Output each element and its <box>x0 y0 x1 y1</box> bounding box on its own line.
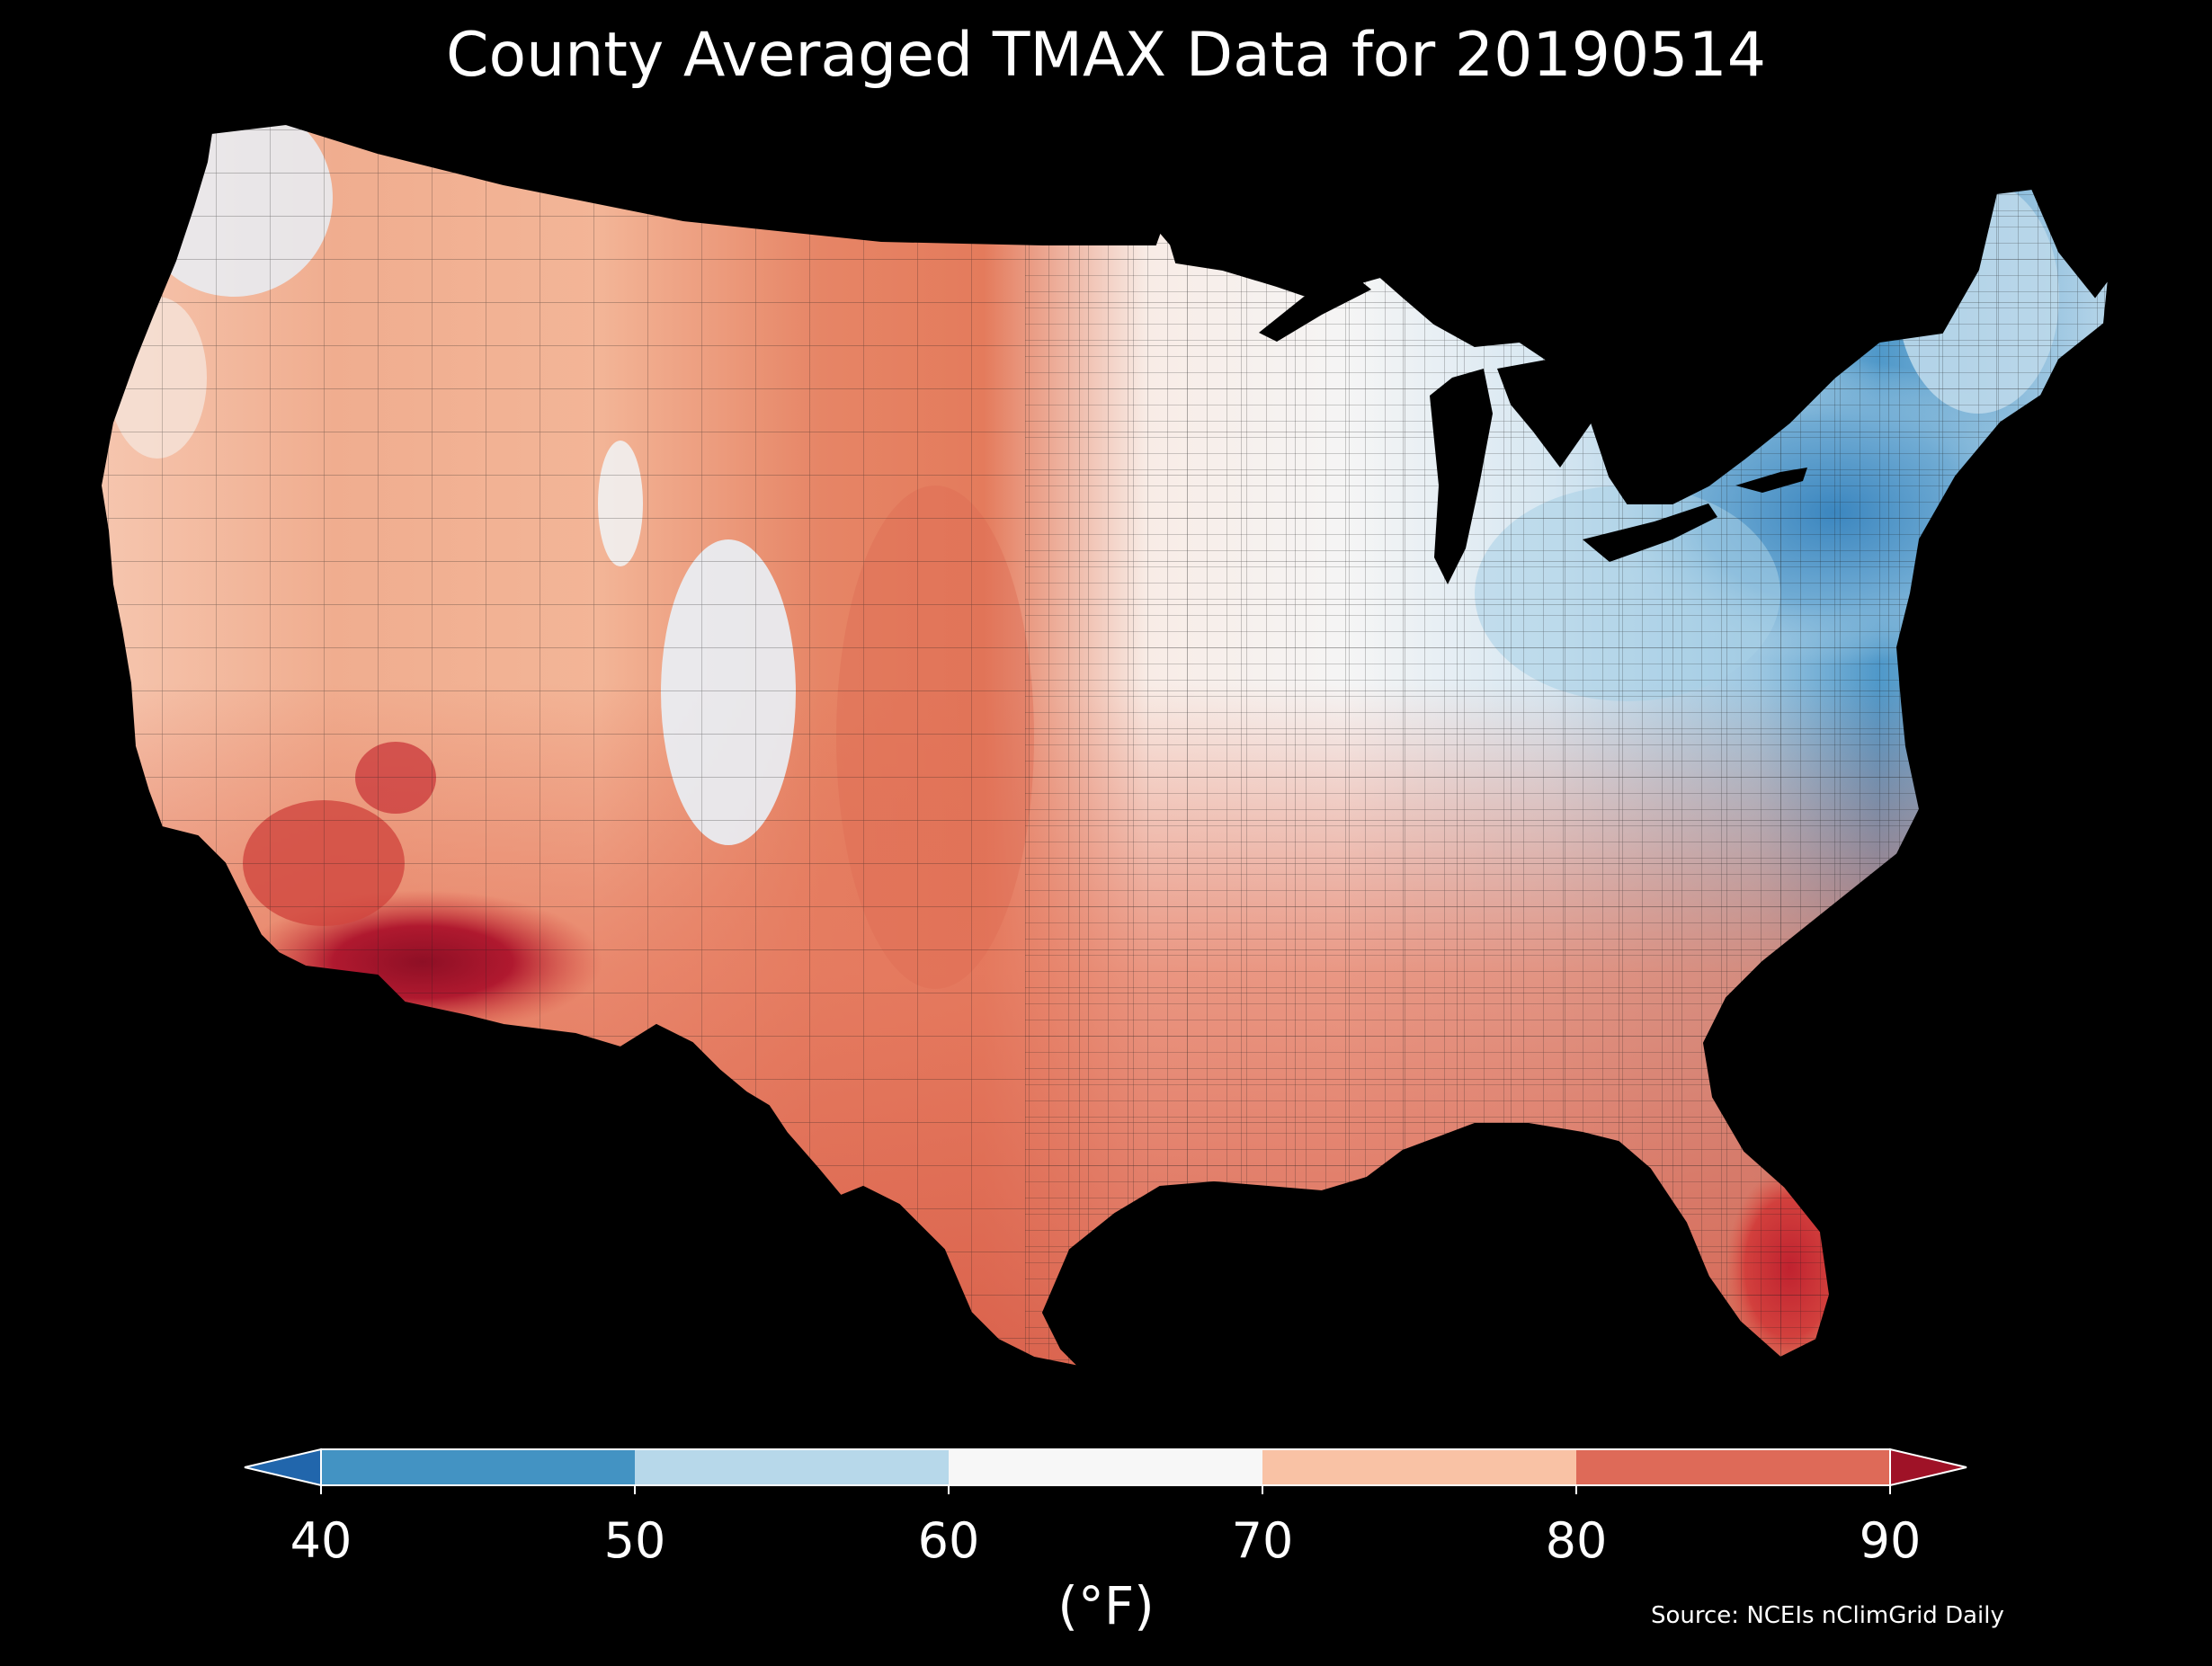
colorbar-bin-50-60 <box>635 1449 949 1485</box>
colorbar-bin-70-80 <box>1262 1449 1576 1485</box>
colorbar-extend-low <box>244 1448 322 1487</box>
colorbar-tick-label: 80 <box>1546 1512 1608 1569</box>
colorbar-tick-label: 40 <box>290 1512 352 1569</box>
colorbar-bin-60-70 <box>949 1449 1262 1485</box>
county-fill-layer <box>101 124 2109 1367</box>
colorbar-tick-label: 90 <box>1860 1512 1922 1569</box>
colorbar-tick-label: 70 <box>1232 1512 1294 1569</box>
colorbar-tick-label: 60 <box>918 1512 980 1569</box>
colorbar-frame <box>320 1448 1891 1486</box>
colorbar-extend-high <box>1889 1448 1967 1487</box>
colorbar-tick-label: 50 <box>604 1512 666 1569</box>
great-lakes <box>1259 279 1807 584</box>
colorbar-unit-label: (°F) <box>1057 1575 1155 1636</box>
map-title: County Averaged TMAX Data for 20190514 <box>446 20 1766 91</box>
colorbar-bin-40-50 <box>321 1449 635 1485</box>
source-attribution: Source: NCEIs nClimGrid Daily <box>1651 1602 2004 1629</box>
colorbar: 40 50 60 70 80 90 <box>244 1448 1967 1569</box>
colorbar-bin-80-90 <box>1576 1449 1890 1485</box>
